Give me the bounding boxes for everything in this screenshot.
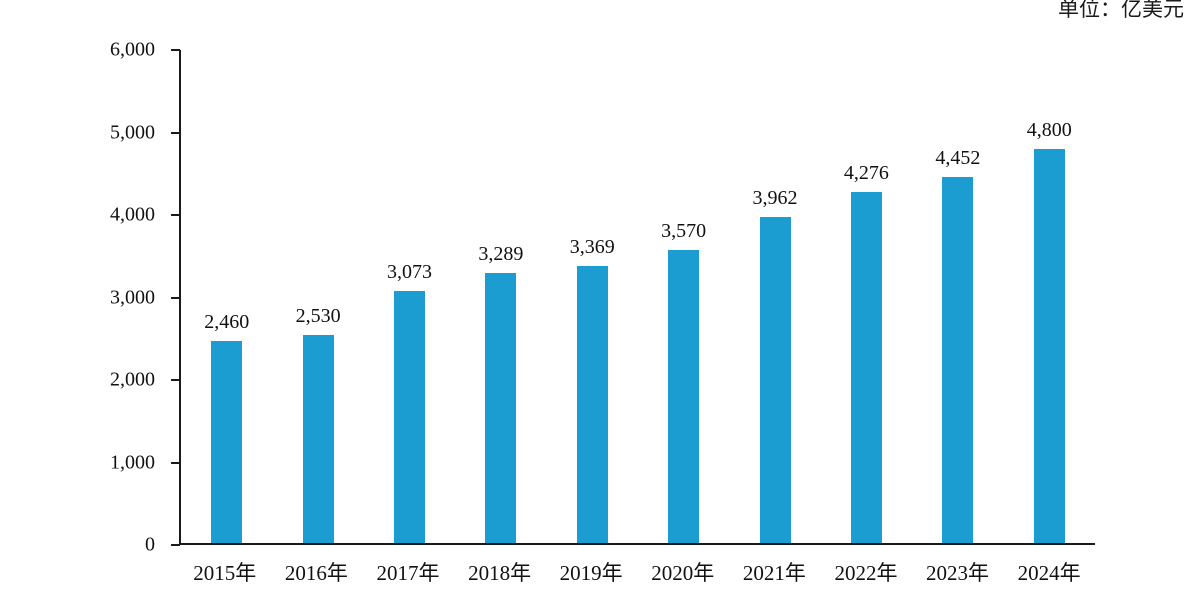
y-axis-labels: 0 1,000 2,000 3,000 4,000 5,000 6,000 [0,39,158,556]
bar-value-label: 3,073 [386,260,432,283]
bar-slot: 2,460 [181,50,272,543]
y-axis-tick-mark [171,131,180,134]
bar-value-label: 4,276 [843,161,889,184]
bar-slot: 4,276 [821,50,912,543]
x-axis-category-label: 2017年 [376,561,440,585]
y-axis-tick-label: 4,000 [110,203,155,226]
bar-value-label: 4,452 [935,147,981,170]
y-axis-tick-label: 0 [145,533,155,556]
x-axis-category-label: 2019年 [559,561,623,585]
y-axis-tick-marks [171,49,180,546]
y-axis-tick-label: 1,000 [110,451,155,473]
bar-slot: 3,073 [364,50,455,543]
bar [850,191,882,543]
x-axis-category-label: 2024年 [1017,561,1081,585]
y-axis-tick-label: 6,000 [110,38,155,61]
plot-area: 2,460 2,530 3,073 3,289 3,369 3,570 3,962 4,276… [179,50,1095,545]
bar [576,266,608,543]
x-axis-labels: 2015年 2016年 2017年 2018年 2019年 2020年 2021年 2022年… [179,557,1095,587]
bar-slot: 3,369 [547,50,638,543]
bar-value-label: 4,800 [1026,118,1072,141]
bar [393,290,425,543]
bar-slot: 4,452 [912,50,1003,543]
bar [668,249,700,543]
x-axis-category-label: 2022年 [834,561,898,585]
x-axis-category-label: 2020年 [651,561,715,585]
y-axis-tick-mark [171,544,180,546]
bar-slot: 4,800 [1004,50,1095,543]
bar-value-label: 3,369 [569,236,615,259]
bar-value-label: 2,530 [295,305,341,328]
y-axis-tick-mark [171,49,180,51]
y-axis-tick-mark [171,214,180,216]
x-axis-category-label: 2015年 [193,561,257,585]
bar [1033,148,1065,543]
bar-value-label: 3,962 [752,187,798,210]
y-axis-tick-label: 3,000 [110,286,155,308]
y-axis-tick-mark [171,296,180,299]
x-axis-category-label: 2021年 [742,561,806,585]
x-axis-category-label: 2023年 [926,561,990,585]
bar-slot: 2,530 [272,50,363,543]
bar-slot: 3,570 [638,50,729,543]
bar-value-label: 2,460 [204,310,250,333]
bar-value-label: 3,570 [661,219,707,242]
bar [485,272,517,543]
y-axis-tick-mark [171,461,180,464]
bar-slot: 3,962 [729,50,820,543]
bar [211,340,243,543]
bar-slot: 3,289 [455,50,546,543]
y-axis-tick-label: 5,000 [110,121,155,143]
bar [302,335,334,543]
bar-value-label: 3,289 [478,242,524,265]
y-axis-tick-label: 2,000 [110,368,155,391]
unit-label: 单位：亿美元 [1058,0,1184,21]
bar [942,177,974,543]
bar [759,217,791,543]
x-axis-category-label: 2018年 [468,561,532,585]
bars: 2,460 2,530 3,073 3,289 3,369 3,570 3,962 4,276… [181,50,1095,543]
x-axis-category-label: 2016年 [284,561,348,585]
y-axis-tick-mark [171,379,180,381]
